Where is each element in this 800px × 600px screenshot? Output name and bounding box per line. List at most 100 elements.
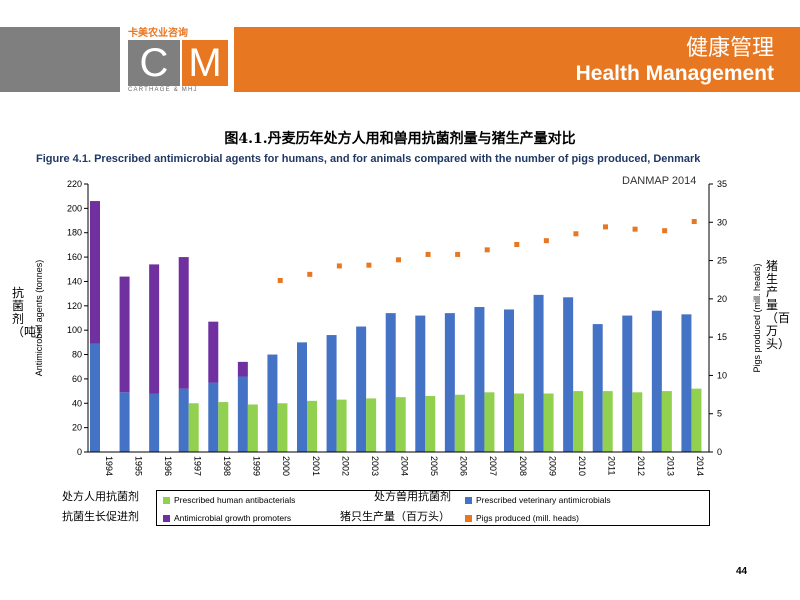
x-tick-label-2005: 2005 (429, 456, 439, 476)
y-left-tick-label-0: 0 (77, 447, 82, 457)
y-left-tick-label-100: 100 (67, 325, 82, 335)
bar-growth-promoters-1995 (119, 276, 130, 393)
bar-human-2009 (543, 393, 554, 452)
bar-growth-promoters-1999 (237, 361, 248, 377)
marker-pigs-2002 (336, 263, 342, 269)
x-tick-label-2007: 2007 (488, 456, 498, 476)
x-tick-label-2013: 2013 (666, 456, 676, 476)
axes-layer: 1994 1995 1996 1997 1998 1999 2000 2001 2002 2003… (67, 179, 727, 476)
x-tick-label-1994: 1994 (104, 456, 114, 476)
x-tick-label-2014: 2014 (695, 456, 705, 476)
logo-chinese-text: 卡美农业咨询 (128, 28, 188, 39)
logo-letter-c: C (128, 40, 180, 86)
marker-pigs-2001 (307, 271, 313, 277)
bar-veterinary-2006 (444, 313, 455, 452)
x-tick-label-1997: 1997 (193, 456, 203, 476)
header-right-bar (234, 27, 800, 92)
bar-veterinary-2013 (651, 310, 662, 452)
bar-human-1998 (218, 402, 229, 452)
marker-pigs-2009 (543, 238, 549, 244)
marker-pigs-2010 (573, 231, 579, 237)
logo-letter-m: M (182, 40, 228, 86)
x-tick-label-1999: 1999 (252, 456, 262, 476)
bar-human-2008 (514, 393, 524, 452)
marker-pigs-2000 (277, 277, 283, 283)
legend-item-human: Prescribed human antibacterials (163, 495, 295, 505)
y-left-tick-label-160: 160 (67, 252, 82, 262)
x-tick-label-2002: 2002 (340, 456, 350, 476)
bar-veterinary-2008 (504, 309, 514, 452)
bar-veterinary-2004 (385, 313, 396, 452)
bar-veterinary-2012 (622, 315, 633, 452)
bar-growth-promoters-1997 (178, 257, 189, 389)
legend-swatch-human (163, 496, 170, 504)
marker-pigs-2004 (396, 257, 401, 263)
bar-human-2000 (277, 403, 288, 452)
marker-pigs-2013 (662, 228, 668, 234)
bar-growth-promoters-1998 (208, 321, 219, 383)
bar-human-2003 (366, 398, 377, 452)
danmap-watermark: DANMAP 2014 (622, 175, 697, 187)
bar-human-2005 (425, 395, 436, 452)
bar-veterinary-2005 (415, 315, 426, 452)
company-logo: 卡美农业咨询 C M CARTHAGE & MHJ (120, 18, 234, 96)
y-left-tick-label-180: 180 (67, 228, 82, 238)
bar-veterinary-1996 (149, 393, 160, 452)
marker-pigs-2012 (632, 226, 638, 232)
x-tick-label-2004: 2004 (400, 456, 410, 476)
bar-veterinary-1999 (237, 376, 248, 452)
legend-label-pigs: Pigs produced (mill. heads) (476, 513, 579, 523)
x-tick-label-1996: 1996 (163, 456, 173, 476)
bar-veterinary-1998 (208, 382, 219, 452)
x-tick-label-2008: 2008 (518, 456, 528, 476)
x-tick-label-1995: 1995 (133, 456, 143, 476)
x-tick-label-1998: 1998 (222, 456, 232, 476)
bar-human-2001 (307, 400, 317, 452)
bar-veterinary-2002 (326, 335, 337, 452)
y-right-tick-label-30: 30 (717, 217, 727, 227)
bar-human-2002 (336, 399, 347, 452)
bar-veterinary-2011 (592, 324, 603, 452)
x-tick-label-2003: 2003 (370, 456, 380, 476)
bar-human-1999 (247, 404, 258, 452)
y-right-tick-label-35: 35 (717, 179, 727, 189)
y-right-tick-label-5: 5 (717, 409, 722, 419)
x-tick-label-2012: 2012 (636, 456, 646, 476)
legend-label-veterinary: Prescribed veterinary antimicrobials (476, 495, 611, 505)
bar-growth-promoters-1994 (90, 201, 100, 344)
page-number: 44 (736, 566, 748, 577)
marker-pigs-2006 (455, 251, 461, 257)
legend-chinese-veterinary: 处方兽用抗菌剂 (374, 490, 451, 503)
legend-item-veterinary: Prescribed veterinary antimicrobials (465, 495, 611, 505)
header-title-english: Health Management (575, 62, 774, 85)
legend-label-human: Prescribed human antibacterials (174, 495, 296, 505)
marker-pigs-2005 (425, 251, 431, 257)
bar-veterinary-2009 (533, 294, 544, 452)
bar-human-2010 (573, 391, 584, 452)
bar-human-2006 (454, 394, 465, 452)
bar-human-2013 (661, 391, 672, 452)
x-tick-label-2000: 2000 (281, 456, 291, 476)
bar-human-2012 (632, 392, 643, 452)
y-left-tick-label-80: 80 (72, 350, 82, 360)
y-right-tick-label-15: 15 (717, 332, 727, 342)
y-left-tick-label-120: 120 (67, 301, 82, 311)
y-left-tick-label-220: 220 (67, 179, 82, 189)
legend-item-pigs: Pigs produced (mill. heads) (465, 513, 579, 523)
bar-veterinary-2001 (297, 342, 307, 452)
bar-human-2014 (691, 388, 702, 452)
x-tick-label-2006: 2006 (459, 456, 469, 476)
marker-pigs-2008 (514, 241, 520, 247)
legend-swatch-pigs (465, 514, 472, 522)
legend-chinese-growth-promoters: 抗菌生长促进剂 (62, 510, 139, 523)
legend-swatch-growth-promoters (163, 514, 170, 522)
legend-chinese-pigs: 猪只生产量（百万头） (340, 510, 450, 523)
x-tick-label-2011: 2011 (607, 456, 617, 475)
bar-veterinary-2010 (563, 297, 574, 452)
y-right-tick-label-20: 20 (717, 294, 727, 304)
legend-chinese-human: 处方人用抗菌剂 (62, 490, 139, 503)
bar-human-2011 (602, 391, 613, 452)
marker-pigs-2003 (366, 262, 372, 268)
x-tick-label-2010: 2010 (577, 456, 587, 476)
